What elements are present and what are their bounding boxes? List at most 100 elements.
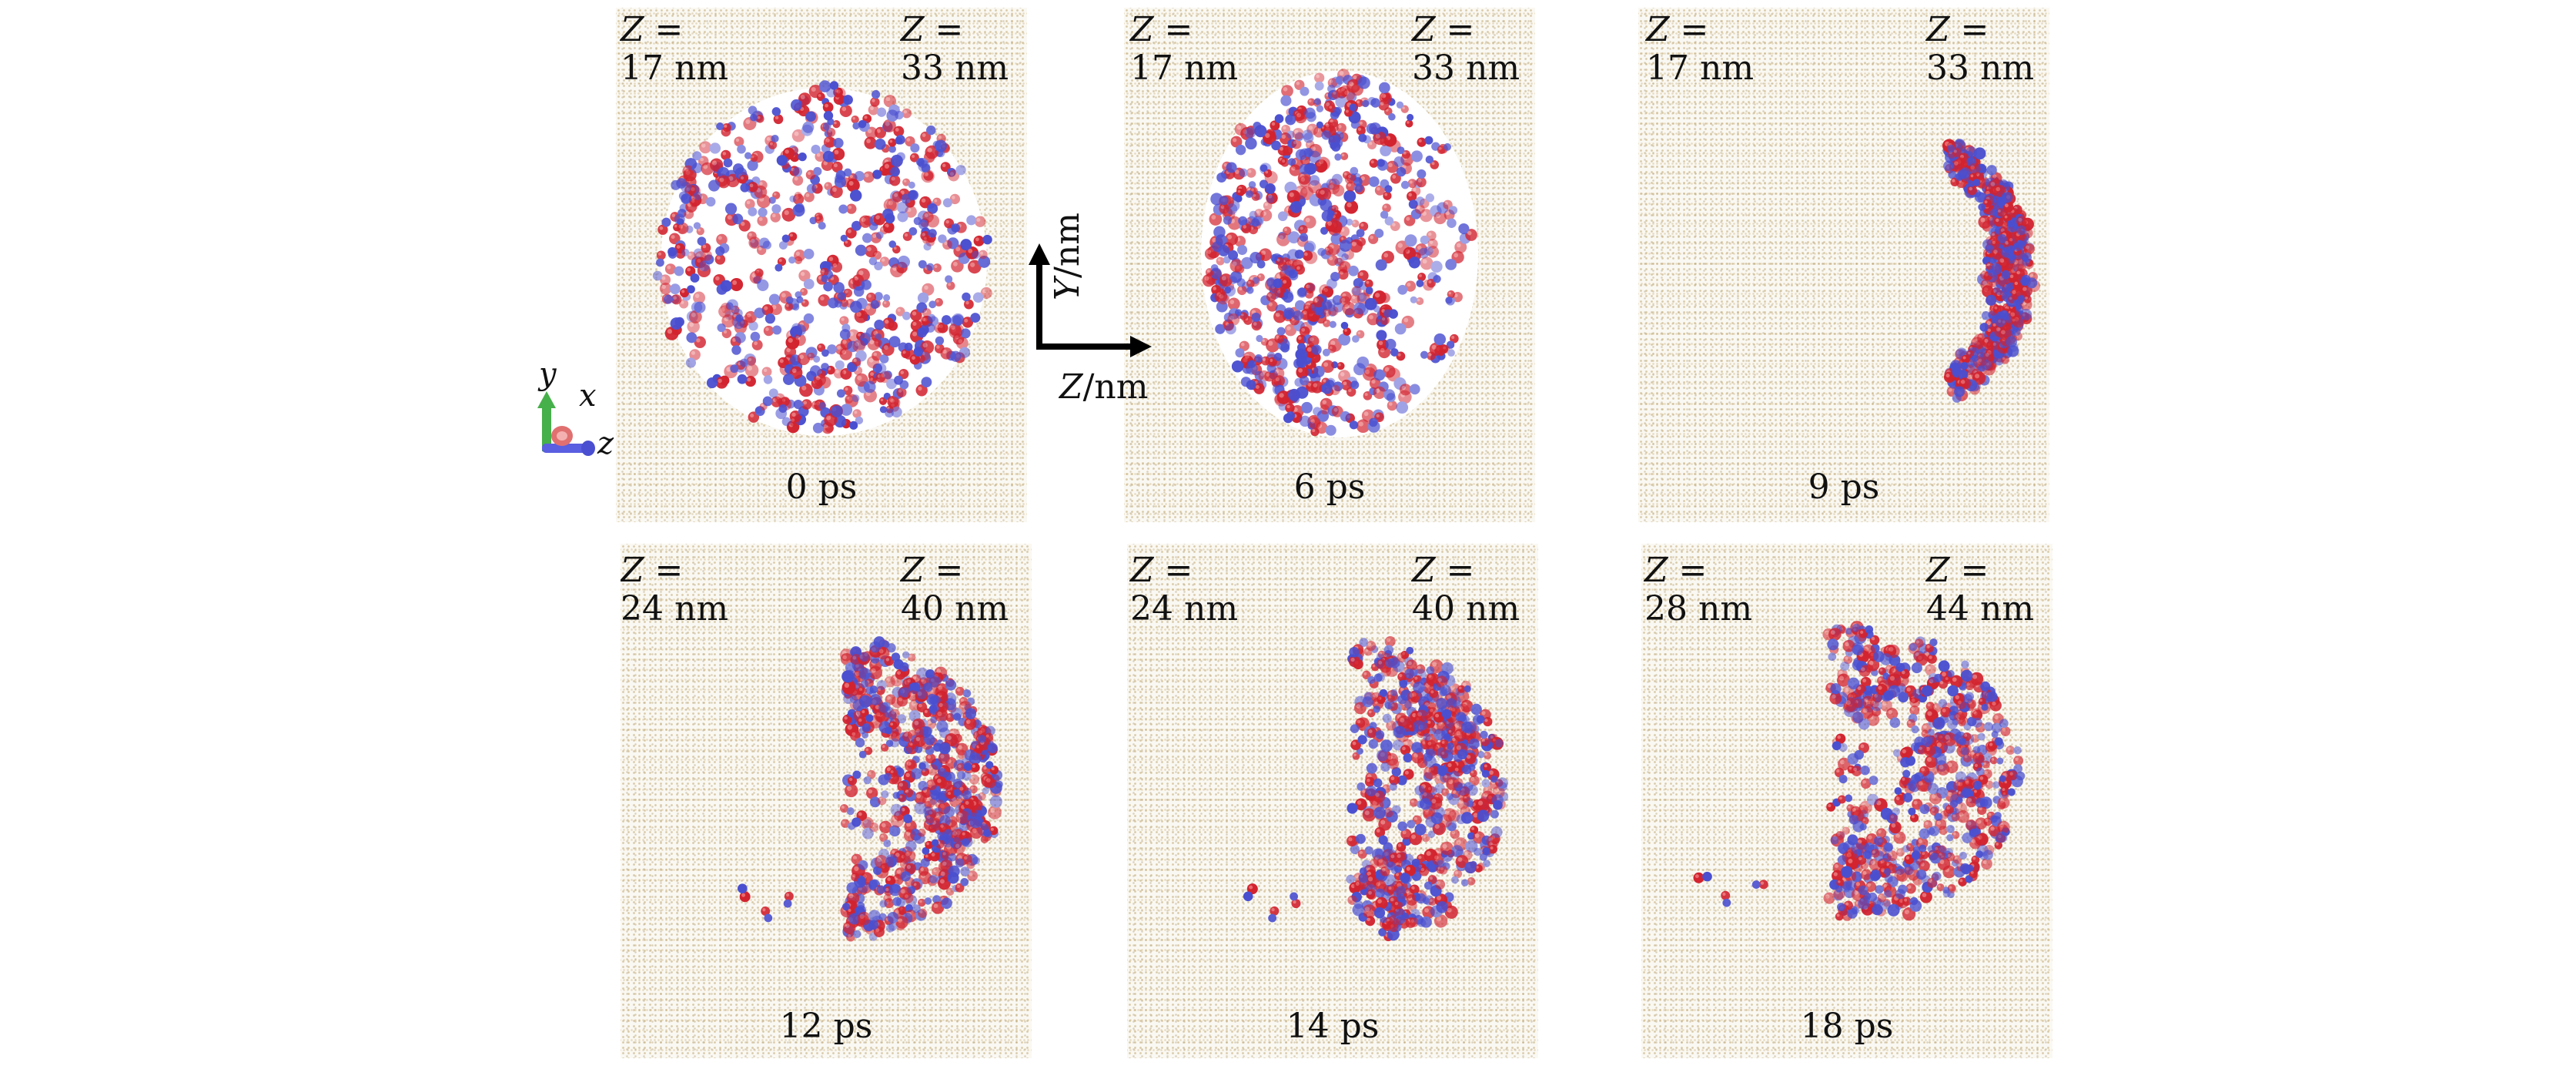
molecule [774,257,787,272]
molecule [1860,869,1880,882]
molecule [1298,175,1320,188]
molecule [2007,236,2022,251]
molecule [1970,732,1986,743]
molecule [1829,683,1842,705]
molecule [1446,333,1459,349]
molecule [1235,340,1250,358]
molecule [686,332,706,349]
molecule [1418,246,1440,259]
molecule [948,165,966,182]
molecule [1851,887,1870,910]
molecule [879,820,901,837]
molecule [693,222,704,236]
molecule [1437,860,1448,875]
molecule [838,288,853,300]
molecule [1455,855,1477,874]
snapshot-panel-14ps: Z = 24 nm Z = 40 nm 14 ps [1127,544,1538,1058]
molecule [1423,755,1437,779]
molecule [868,920,885,937]
molecule [1946,144,1962,157]
molecule [1390,166,1407,184]
molecule [761,367,773,384]
molecule [682,163,703,177]
molecule [809,365,826,387]
molecule [960,239,979,260]
molecule [2005,316,2019,326]
molecule [1346,218,1360,228]
molecule [771,107,784,125]
molecule [2017,295,2032,303]
molecule [911,828,926,837]
molecule-cloud [652,80,992,436]
molecule [2008,770,2026,781]
molecule [1353,363,1377,381]
molecule [944,218,961,233]
molecule [1873,828,1887,846]
molecule [1239,168,1256,178]
molecule [1441,788,1454,800]
molecule [1397,821,1412,839]
time-label: 14 ps [1286,1007,1380,1046]
molecule [1294,107,1316,124]
molecule [717,323,732,339]
molecule [851,853,868,870]
molecule [1397,769,1414,786]
triad-y-axis [542,405,551,451]
molecule [1339,239,1363,253]
molecule [1900,769,1911,786]
molecule [1981,850,1993,870]
molecule [1416,273,1427,287]
molecule [1336,253,1349,266]
molecule [1307,98,1321,106]
molecule [1936,883,1950,894]
molecule [1457,749,1477,765]
molecule [1276,231,1300,246]
molecule [1412,863,1430,876]
molecule [737,374,756,387]
molecule [1296,282,1316,298]
molecule [1225,313,1240,335]
molecule [896,380,909,397]
snapshot-panel-18ps: Z = 28 nm Z = 44 nm 18 ps [1641,544,2052,1058]
molecule [1397,146,1410,159]
molecule [1350,718,1366,733]
molecule [664,294,682,305]
molecule [1245,190,1260,201]
z-right-label: Z = 44 nm [1926,551,2035,628]
molecule [919,196,938,214]
molecule [1357,846,1373,859]
molecule [1271,140,1289,156]
molecule [925,139,947,159]
molecule [1358,912,1376,927]
molecule [889,166,901,186]
molecule [1981,350,1995,370]
molecule [1234,122,1256,139]
molecule [1373,386,1395,400]
molecule [918,858,930,876]
time-label: 9 ps [1808,467,1880,507]
molecule [956,337,971,358]
triad-y-arrow-head [537,391,556,408]
molecule [1841,856,1859,878]
molecule [738,883,751,903]
molecule [804,183,817,203]
molecule [895,662,909,680]
molecule [750,331,763,350]
molecule [2012,309,2032,328]
molecule [1423,239,1438,256]
molecule [748,236,770,249]
molecule [935,679,957,696]
molecule [966,215,986,227]
molecule [874,702,889,722]
z-right-label: Z = 33 nm [901,10,1009,88]
molecule [900,863,917,882]
molecule [1435,675,1451,696]
molecule [1945,799,1959,814]
orientation-triad [537,391,595,456]
molecule [1367,728,1385,739]
molecule [664,317,683,340]
molecule [1908,705,1920,723]
molecule [685,349,701,368]
molecule [1929,806,1943,821]
molecule [914,726,933,738]
